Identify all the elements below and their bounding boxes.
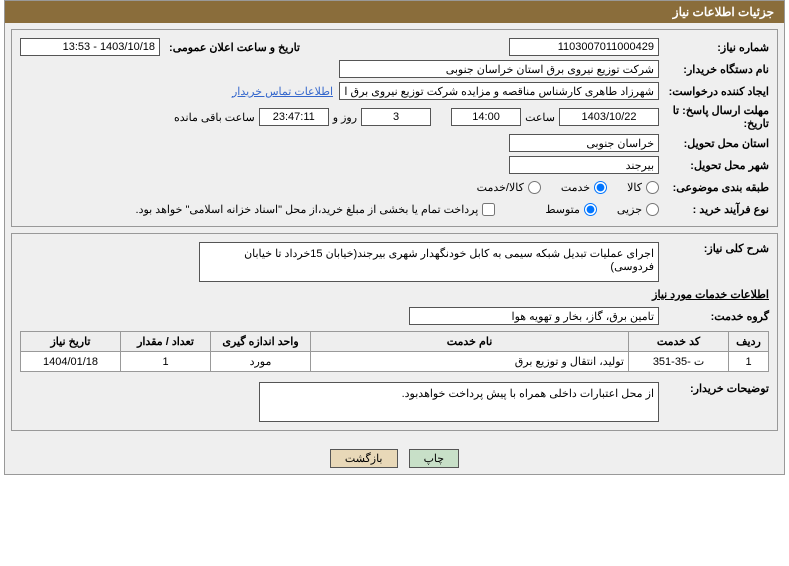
radio-medium-input[interactable] — [584, 203, 597, 216]
radio-minor-label: جزیی — [617, 203, 642, 216]
buyer-org-input[interactable] — [339, 60, 659, 78]
services-section-title: اطلاعات خدمات مورد نیاز — [20, 288, 769, 301]
buyer-notes-text: از محل اعتبارات داخلی همراه با پیش پرداخ… — [259, 382, 659, 422]
payment-note-label: پرداخت تمام یا بخشی از مبلغ خرید،از محل … — [136, 203, 479, 216]
th-row: ردیف — [729, 332, 769, 352]
th-date: تاریخ نیاز — [21, 332, 121, 352]
th-code: کد خدمت — [629, 332, 729, 352]
buyer-notes-label: توضیحات خریدار: — [659, 382, 769, 395]
requester-label: ایجاد کننده درخواست: — [659, 85, 769, 98]
payment-checkbox-row[interactable]: پرداخت تمام یا بخشی از مبلغ خرید،از محل … — [136, 203, 496, 216]
row-deadline: مهلت ارسال پاسخ: تا تاریخ: ساعت روز و سا… — [20, 102, 769, 132]
deadline-time-input[interactable] — [451, 108, 521, 126]
time-label: ساعت — [525, 111, 555, 124]
requester-input[interactable] — [339, 82, 659, 100]
description-text: اجرای عملیات تبدیل شبکه سیمی به کابل خود… — [199, 242, 659, 282]
payment-checkbox[interactable] — [482, 203, 495, 216]
header-title: جزئیات اطلاعات نیاز — [5, 1, 784, 23]
radio-service-label: خدمت — [561, 181, 590, 194]
row-category: طبقه بندی موضوعی: کالا خدمت کالا/خدمت — [20, 176, 769, 198]
announce-date-label: تاریخ و ساعت اعلان عمومی: — [160, 41, 300, 54]
td-qty: 1 — [121, 352, 211, 372]
table-row: 1 ت -35-351 تولید، انتقال و توزیع برق مو… — [21, 352, 769, 372]
table-header-row: ردیف کد خدمت نام خدمت واحد اندازه گیری ت… — [21, 332, 769, 352]
radio-goods-label: کالا — [627, 181, 642, 194]
days-label: روز و — [333, 111, 357, 124]
td-code: ت -35-351 — [629, 352, 729, 372]
radio-service-input[interactable] — [594, 181, 607, 194]
deadline-label: مهلت ارسال پاسخ: تا تاریخ: — [659, 104, 769, 130]
delivery-city-input[interactable] — [509, 156, 659, 174]
td-row: 1 — [729, 352, 769, 372]
row-need-number: شماره نیاز: تاریخ و ساعت اعلان عمومی: — [20, 36, 769, 58]
radio-goods-service-input[interactable] — [528, 181, 541, 194]
delivery-province-input[interactable] — [509, 134, 659, 152]
radio-goods-service[interactable]: کالا/خدمت — [477, 181, 541, 194]
row-description: شرح کلی نیاز: اجرای عملیات تبدیل شبکه سی… — [20, 240, 769, 284]
print-button[interactable]: چاپ — [409, 449, 460, 468]
back-button[interactable]: بازگشت — [330, 449, 398, 468]
row-buyer-org: نام دستگاه خریدار: — [20, 58, 769, 80]
need-number-label: شماره نیاز: — [659, 41, 769, 54]
th-qty: تعداد / مقدار — [121, 332, 211, 352]
category-label: طبقه بندی موضوعی: — [659, 181, 769, 194]
service-group-input[interactable] — [409, 307, 659, 325]
radio-goods-input[interactable] — [646, 181, 659, 194]
radio-goods[interactable]: کالا — [627, 181, 659, 194]
td-name: تولید، انتقال و توزیع برق — [311, 352, 629, 372]
content-area: شماره نیاز: تاریخ و ساعت اعلان عمومی: نا… — [5, 23, 784, 443]
radio-service[interactable]: خدمت — [561, 181, 607, 194]
description-label: شرح کلی نیاز: — [659, 242, 769, 255]
th-name: نام خدمت — [311, 332, 629, 352]
td-unit: مورد — [211, 352, 311, 372]
days-input[interactable] — [361, 108, 431, 126]
row-delivery-city: شهر محل تحویل: — [20, 154, 769, 176]
main-container: جزئیات اطلاعات نیاز شماره نیاز: تاریخ و … — [4, 0, 785, 475]
remaining-label: ساعت باقی مانده — [174, 111, 255, 124]
buyer-org-label: نام دستگاه خریدار: — [659, 63, 769, 76]
deadline-date-input[interactable] — [559, 108, 659, 126]
remaining-time-input[interactable] — [259, 108, 329, 126]
th-unit: واحد اندازه گیری — [211, 332, 311, 352]
radio-medium-label: متوسط — [545, 203, 580, 216]
delivery-city-label: شهر محل تحویل: — [659, 159, 769, 172]
row-delivery-province: استان محل تحویل: — [20, 132, 769, 154]
description-fieldset: شرح کلی نیاز: اجرای عملیات تبدیل شبکه سی… — [11, 233, 778, 431]
row-process-type: نوع فرآیند خرید : جزیی متوسط پرداخت تمام… — [20, 198, 769, 220]
buyer-contact-link[interactable]: اطلاعات تماس خریدار — [232, 85, 333, 98]
need-number-input[interactable] — [509, 38, 659, 56]
row-service-group: گروه خدمت: — [20, 305, 769, 327]
process-type-label: نوع فرآیند خرید : — [659, 203, 769, 216]
row-buyer-notes: توضیحات خریدار: از محل اعتبارات داخلی هم… — [20, 380, 769, 424]
announce-date-input[interactable] — [20, 38, 160, 56]
td-date: 1404/01/18 — [21, 352, 121, 372]
main-form-fieldset: شماره نیاز: تاریخ و ساعت اعلان عمومی: نا… — [11, 29, 778, 227]
button-row: چاپ بازگشت — [5, 443, 784, 474]
radio-medium[interactable]: متوسط — [545, 203, 597, 216]
service-group-label: گروه خدمت: — [659, 310, 769, 323]
delivery-province-label: استان محل تحویل: — [659, 137, 769, 150]
radio-minor-input[interactable] — [646, 203, 659, 216]
services-table: ردیف کد خدمت نام خدمت واحد اندازه گیری ت… — [20, 331, 769, 372]
radio-goods-service-label: کالا/خدمت — [477, 181, 524, 194]
radio-minor[interactable]: جزیی — [617, 203, 659, 216]
row-requester: ایجاد کننده درخواست: اطلاعات تماس خریدار — [20, 80, 769, 102]
